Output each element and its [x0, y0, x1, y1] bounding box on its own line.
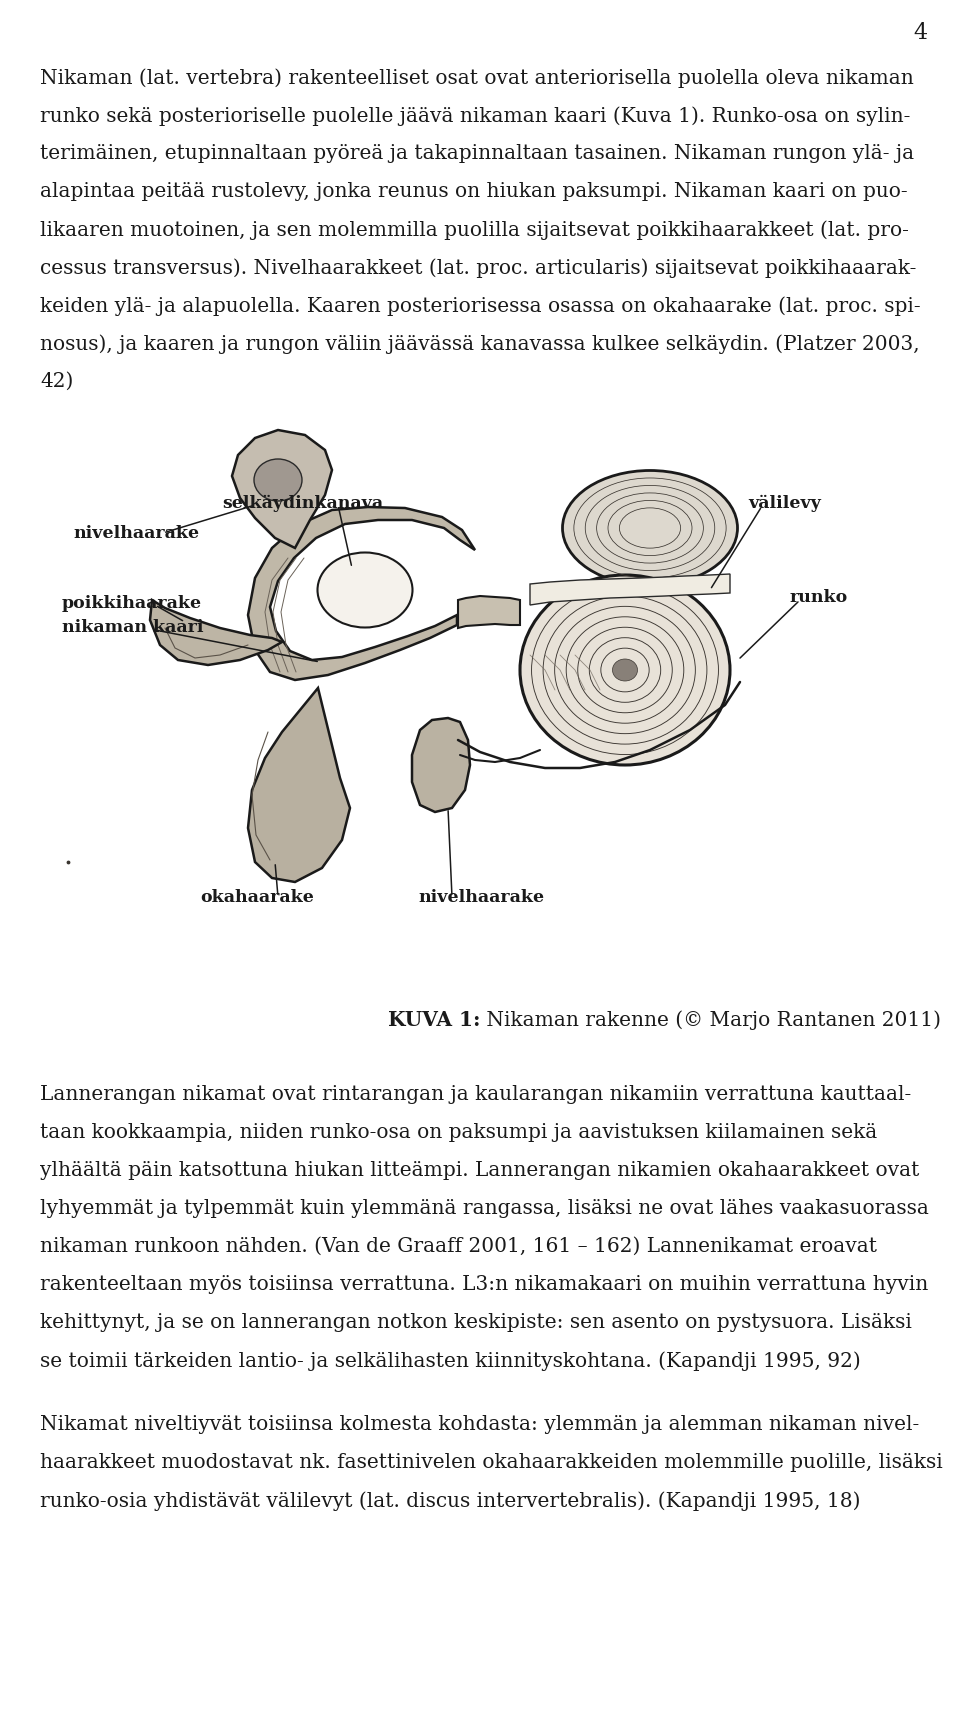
Text: Nikamat niveltiyvät toisiinsa kolmesta kohdasta: ylemmän ja alemman nikaman nive: Nikamat niveltiyvät toisiinsa kolmesta k… [40, 1415, 920, 1434]
Text: Nikaman rakenne (© Marjo Rantanen 2011): Nikaman rakenne (© Marjo Rantanen 2011) [480, 1010, 941, 1030]
Text: poikkihaarake: poikkihaarake [62, 594, 203, 611]
Text: 42): 42) [40, 373, 73, 391]
Text: runko sekä posterioriselle puolelle jäävä nikaman kaari (Kuva 1). Runko-osa on s: runko sekä posterioriselle puolelle jääv… [40, 106, 910, 125]
Text: runko-osia yhdistävät välilevyt (lat. discus intervertebralis). (Kapandji 1995, : runko-osia yhdistävät välilevyt (lat. di… [40, 1490, 860, 1511]
Polygon shape [150, 599, 282, 664]
Text: terimäinen, etupinnaltaan pyöreä ja takapinnaltaan tasainen. Nikaman rungon ylä-: terimäinen, etupinnaltaan pyöreä ja taka… [40, 144, 914, 163]
Text: Nikaman (lat. vertebra) rakenteelliset osat ovat anteriorisella puolella oleva n: Nikaman (lat. vertebra) rakenteelliset o… [40, 69, 914, 88]
Text: taan kookkaampia, niiden runko-osa on paksumpi ja aavistuksen kiilamainen sekä: taan kookkaampia, niiden runko-osa on pa… [40, 1123, 877, 1142]
Text: nivelhaarake: nivelhaarake [418, 889, 544, 907]
Text: KUVA 1:: KUVA 1: [388, 1010, 480, 1030]
Text: runko: runko [790, 589, 849, 606]
Text: rakenteeltaan myös toisiinsa verrattuna. L3:n nikamakaari on muihin verrattuna h: rakenteeltaan myös toisiinsa verrattuna.… [40, 1276, 928, 1295]
Text: 4: 4 [913, 22, 927, 45]
Polygon shape [232, 429, 332, 548]
Text: nivelhaarake: nivelhaarake [73, 524, 199, 541]
Ellipse shape [612, 659, 637, 682]
Text: okahaarake: okahaarake [200, 889, 314, 907]
Text: cessus transversus). Nivelhaarakkeet (lat. proc. articularis) sijaitsevat poikki: cessus transversus). Nivelhaarakkeet (la… [40, 258, 917, 278]
Text: nikaman kaari: nikaman kaari [62, 620, 204, 637]
Text: selkäydinkanava: selkäydinkanava [222, 494, 383, 512]
Text: keiden ylä- ja alapuolella. Kaaren posteriorisessa osassa on okahaarake (lat. pr: keiden ylä- ja alapuolella. Kaaren poste… [40, 295, 921, 316]
Ellipse shape [318, 553, 413, 627]
Text: Lannerangan nikamat ovat rintarangan ja kaularangan nikamiin verrattuna kauttaal: Lannerangan nikamat ovat rintarangan ja … [40, 1085, 911, 1104]
Ellipse shape [520, 575, 730, 766]
Polygon shape [458, 596, 520, 628]
Text: välilevy: välilevy [748, 494, 821, 512]
Text: lyhyemmät ja tylpemmät kuin ylemmänä rangassa, lisäksi ne ovat lähes vaakasuoras: lyhyemmät ja tylpemmät kuin ylemmänä ran… [40, 1198, 929, 1217]
Text: likaaren muotoinen, ja sen molemmilla puolilla sijaitsevat poikkihaarakkeet (lat: likaaren muotoinen, ja sen molemmilla pu… [40, 220, 909, 240]
Text: se toimii tärkeiden lantio- ja selkälihasten kiinnityskohtana. (Kapandji 1995, 9: se toimii tärkeiden lantio- ja selkäliha… [40, 1351, 861, 1370]
Text: haarakkeet muodostavat nk. fasettinivelen okahaarakkeiden molemmille puolille, l: haarakkeet muodostavat nk. fasettinivele… [40, 1453, 943, 1471]
Polygon shape [412, 718, 470, 812]
Text: alapintaa peitää rustolevy, jonka reunus on hiukan paksumpi. Nikaman kaari on pu: alapintaa peitää rustolevy, jonka reunus… [40, 182, 907, 201]
Ellipse shape [254, 458, 302, 501]
Polygon shape [248, 507, 475, 680]
Polygon shape [530, 573, 730, 604]
Text: nikaman runkoon nähden. (Van de Graaff 2001, 161 – 162) Lannenikamat eroavat: nikaman runkoon nähden. (Van de Graaff 2… [40, 1236, 877, 1257]
Polygon shape [248, 689, 350, 883]
Ellipse shape [563, 470, 737, 585]
Text: nosus), ja kaaren ja rungon väliin jäävässä kanavassa kulkee selkäydin. (Platzer: nosus), ja kaaren ja rungon väliin jäävä… [40, 335, 920, 354]
Text: kehittynyt, ja se on lannerangan notkon keskipiste: sen asento on pystysuora. Li: kehittynyt, ja se on lannerangan notkon … [40, 1314, 912, 1332]
Text: ylhäältä päin katsottuna hiukan litteämpi. Lannerangan nikamien okahaarakkeet ov: ylhäältä päin katsottuna hiukan litteämp… [40, 1161, 920, 1180]
